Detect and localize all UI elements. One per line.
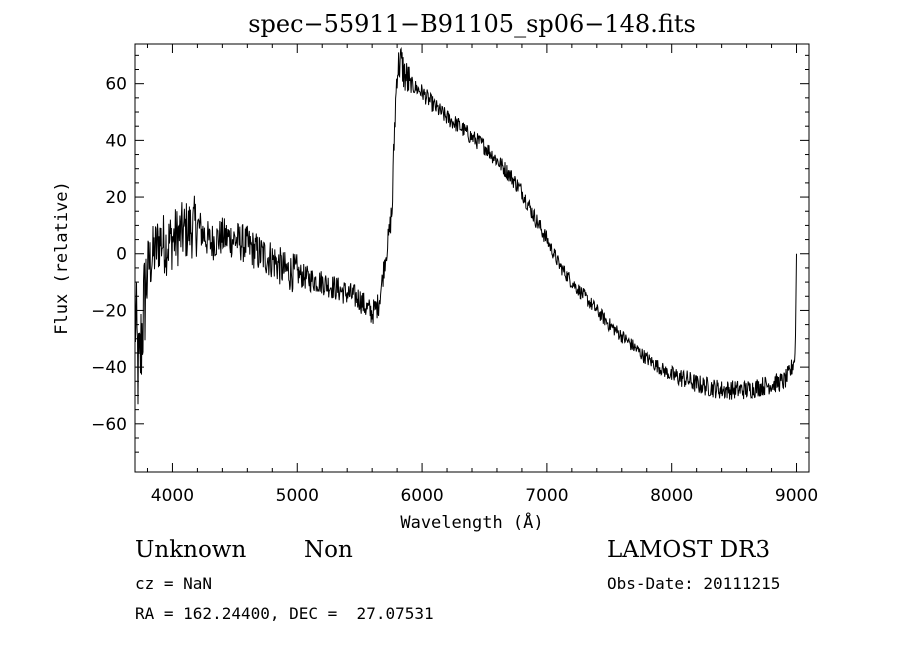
redshift-text: cz = NaN: [135, 574, 213, 593]
survey-text: LAMOST DR3: [607, 537, 771, 563]
y-tick-label: 40: [105, 131, 127, 151]
y-tick-label: 60: [105, 75, 127, 95]
y-tick-label: 0: [116, 245, 127, 265]
y-tick-label: 20: [105, 188, 127, 208]
axis-ticks: [135, 44, 809, 472]
object-class-text: Unknown: [135, 537, 247, 563]
obs-date-text: Obs-Date: 20111215: [607, 574, 781, 593]
spectrum-series-line: [134, 46, 797, 405]
x-tick-label: 4000: [151, 486, 194, 506]
chart-title: spec−55911−B91105_sp06−148.fits: [248, 10, 696, 38]
y-tick-label: −40: [91, 358, 127, 378]
x-tick-label: 8000: [650, 486, 693, 506]
coordinates-text: RA = 162.24400, DEC = 27.07531: [135, 604, 434, 623]
y-axis-label: Flux (relative): [52, 181, 72, 335]
y-tick-label: −20: [91, 301, 127, 321]
y-tick-label: −60: [91, 415, 127, 435]
x-axis-label: Wavelength (Å): [400, 511, 543, 533]
plot-frame: [134, 43, 810, 473]
x-tick-label: 7000: [525, 486, 568, 506]
axis-tick-labels: 4000 5000 6000 7000 8000 9000 −60 −40 −20 0 20 40 60: [91, 75, 818, 506]
x-tick-label: 9000: [775, 486, 818, 506]
x-tick-label: 6000: [400, 486, 443, 506]
x-tick-label: 5000: [276, 486, 319, 506]
subclass-text: Non: [304, 537, 353, 563]
